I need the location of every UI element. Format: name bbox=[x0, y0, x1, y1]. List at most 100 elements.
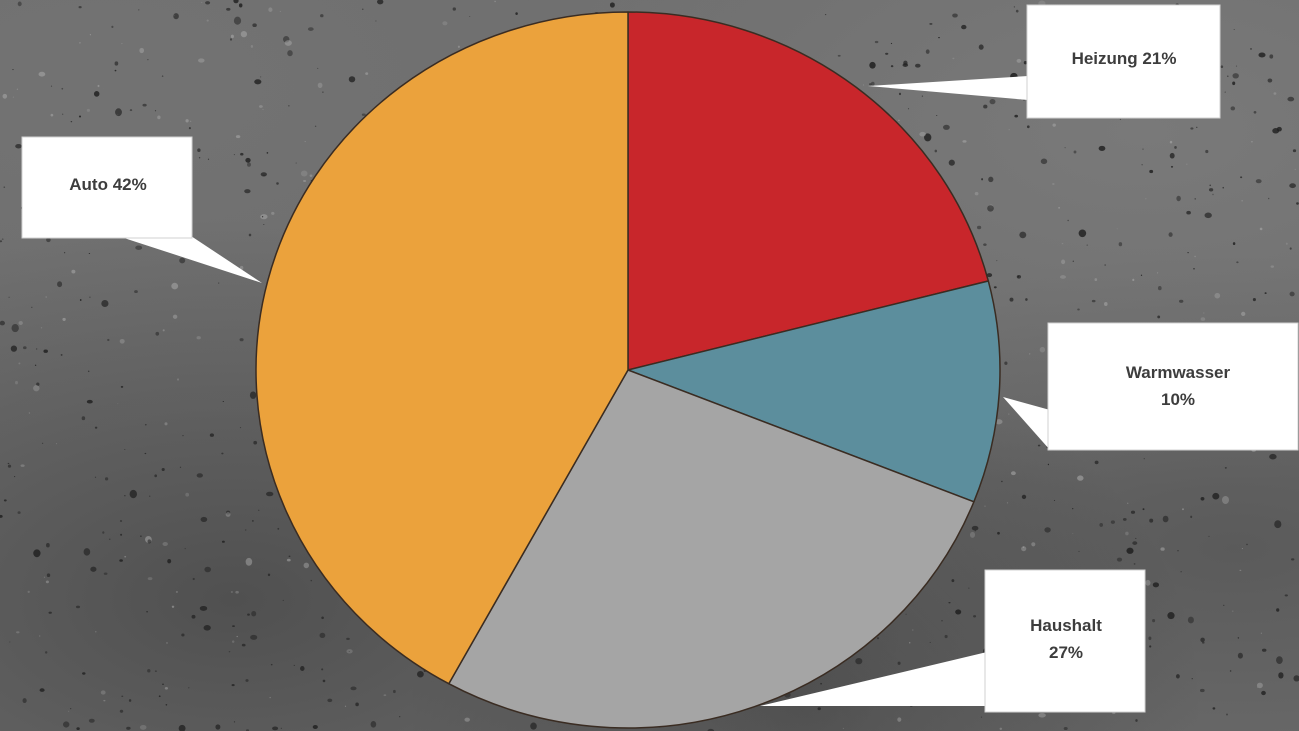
texture-speck bbox=[161, 75, 164, 77]
texture-speck bbox=[1021, 546, 1027, 552]
pie-slice-warmwasser bbox=[627, 280, 1001, 503]
texture-speck bbox=[817, 707, 821, 711]
texture-speck bbox=[314, 125, 317, 127]
texture-speck bbox=[142, 103, 147, 107]
texture-speck bbox=[1026, 125, 1030, 129]
texture-speck bbox=[63, 252, 66, 254]
texture-speck bbox=[161, 683, 165, 685]
texture-speck bbox=[280, 727, 282, 729]
texture-speck bbox=[1016, 274, 1022, 279]
texture-speck bbox=[129, 489, 137, 499]
texture-speck bbox=[1118, 242, 1123, 247]
texture-speck bbox=[303, 562, 310, 569]
texture-speck bbox=[309, 174, 313, 177]
callout-label-auto: Auto 42% bbox=[69, 175, 146, 194]
texture-speck bbox=[109, 538, 111, 540]
texture-speck bbox=[261, 216, 264, 218]
texture-speck bbox=[1058, 206, 1060, 209]
texture-speck bbox=[71, 269, 76, 274]
texture-speck bbox=[1194, 255, 1196, 258]
texture-speck bbox=[869, 61, 876, 69]
texture-speck bbox=[43, 349, 48, 353]
texture-speck bbox=[198, 58, 205, 63]
texture-speck bbox=[45, 580, 49, 584]
texture-speck bbox=[1152, 618, 1156, 623]
pie-slice-heizung bbox=[627, 11, 990, 371]
texture-speck bbox=[161, 467, 165, 472]
texture-speck bbox=[192, 577, 195, 581]
texture-speck bbox=[1246, 543, 1248, 546]
texture-speck bbox=[1293, 675, 1299, 682]
texture-speck bbox=[115, 108, 122, 117]
texture-speck bbox=[1061, 259, 1066, 265]
texture-speck bbox=[245, 557, 253, 566]
texture-speck bbox=[75, 605, 81, 609]
texture-speck bbox=[1180, 571, 1182, 573]
texture-speck bbox=[1261, 690, 1266, 696]
texture-speck bbox=[22, 698, 27, 704]
texture-speck bbox=[1289, 247, 1292, 250]
texture-speck bbox=[70, 708, 72, 710]
texture-speck bbox=[57, 281, 63, 288]
texture-speck bbox=[1110, 520, 1115, 524]
texture-speck bbox=[200, 1, 203, 3]
texture-speck bbox=[119, 338, 125, 344]
texture-speck bbox=[457, 45, 460, 49]
texture-speck bbox=[1190, 515, 1193, 519]
texture-speck bbox=[18, 362, 21, 365]
texture-speck bbox=[162, 542, 168, 546]
texture-speck bbox=[191, 614, 196, 619]
texture-speck bbox=[196, 336, 201, 340]
texture-speck bbox=[1072, 260, 1074, 262]
texture-speck bbox=[97, 84, 100, 88]
texture-speck bbox=[222, 401, 224, 402]
texture-speck bbox=[312, 725, 318, 729]
texture-speck bbox=[295, 162, 297, 164]
slice-percent-label: 42% bbox=[113, 175, 147, 194]
texture-speck bbox=[245, 157, 251, 163]
texture-speck bbox=[259, 76, 262, 78]
texture-speck bbox=[452, 7, 456, 11]
texture-speck bbox=[304, 141, 306, 143]
texture-speck bbox=[1269, 453, 1277, 460]
texture-speck bbox=[266, 491, 274, 497]
texture-speck bbox=[7, 462, 10, 465]
texture-speck bbox=[1160, 547, 1165, 551]
texture-speck bbox=[469, 15, 471, 17]
texture-speck bbox=[1130, 510, 1136, 514]
texture-speck bbox=[300, 665, 305, 672]
texture-speck bbox=[1104, 302, 1108, 306]
texture-speck bbox=[221, 540, 225, 543]
texture-speck bbox=[258, 509, 260, 512]
callout-box-haushalt bbox=[984, 569, 1146, 713]
texture-speck bbox=[198, 157, 201, 159]
texture-speck bbox=[248, 233, 252, 237]
texture-speck bbox=[1251, 141, 1253, 143]
texture-speck bbox=[1203, 312, 1205, 314]
texture-speck bbox=[874, 40, 879, 44]
texture-speck bbox=[1142, 508, 1145, 511]
texture-speck bbox=[14, 476, 16, 478]
texture-speck bbox=[235, 135, 241, 139]
pie-slices bbox=[255, 11, 1001, 729]
texture-speck bbox=[317, 82, 323, 89]
texture-speck bbox=[288, 105, 290, 107]
texture-speck bbox=[1212, 492, 1220, 500]
texture-speck bbox=[1077, 308, 1080, 311]
texture-speck bbox=[877, 637, 879, 640]
texture-speck bbox=[961, 24, 967, 30]
texture-speck bbox=[2, 93, 8, 99]
texture-speck bbox=[1052, 182, 1055, 186]
texture-speck bbox=[907, 108, 910, 110]
texture-speck bbox=[919, 131, 926, 137]
texture-speck bbox=[1223, 604, 1225, 607]
texture-speck bbox=[1241, 200, 1243, 202]
texture-speck bbox=[259, 105, 263, 108]
texture-speck bbox=[173, 13, 179, 20]
texture-speck bbox=[344, 705, 347, 707]
texture-speck bbox=[134, 290, 138, 294]
texture-speck bbox=[1015, 9, 1019, 13]
callout-box-heizung bbox=[1026, 4, 1221, 119]
texture-speck bbox=[365, 72, 369, 75]
